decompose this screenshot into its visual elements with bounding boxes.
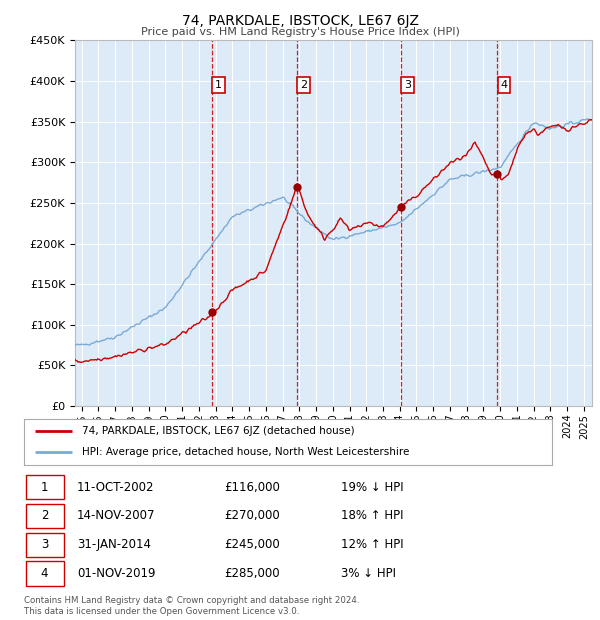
Text: £270,000: £270,000: [224, 510, 280, 523]
Text: 1: 1: [41, 480, 49, 494]
Text: 01-NOV-2019: 01-NOV-2019: [77, 567, 155, 580]
Text: 74, PARKDALE, IBSTOCK, LE67 6JZ: 74, PARKDALE, IBSTOCK, LE67 6JZ: [182, 14, 419, 29]
Text: 74, PARKDALE, IBSTOCK, LE67 6JZ (detached house): 74, PARKDALE, IBSTOCK, LE67 6JZ (detache…: [82, 426, 355, 436]
FancyBboxPatch shape: [26, 562, 64, 586]
Text: 3: 3: [41, 538, 48, 551]
FancyBboxPatch shape: [26, 475, 64, 500]
Text: 14-NOV-2007: 14-NOV-2007: [77, 510, 155, 523]
Text: 11-OCT-2002: 11-OCT-2002: [77, 480, 154, 494]
Text: 18% ↑ HPI: 18% ↑ HPI: [341, 510, 403, 523]
Text: Contains HM Land Registry data © Crown copyright and database right 2024.
This d: Contains HM Land Registry data © Crown c…: [24, 596, 359, 616]
Text: £245,000: £245,000: [224, 538, 280, 551]
Text: 4: 4: [500, 80, 508, 90]
Text: 3: 3: [404, 80, 411, 90]
Text: 19% ↓ HPI: 19% ↓ HPI: [341, 480, 403, 494]
Text: Price paid vs. HM Land Registry's House Price Index (HPI): Price paid vs. HM Land Registry's House …: [140, 27, 460, 37]
Text: 2: 2: [300, 80, 307, 90]
Text: 31-JAN-2014: 31-JAN-2014: [77, 538, 151, 551]
Text: 2: 2: [41, 510, 49, 523]
Text: HPI: Average price, detached house, North West Leicestershire: HPI: Average price, detached house, Nort…: [82, 448, 409, 458]
Text: 12% ↑ HPI: 12% ↑ HPI: [341, 538, 403, 551]
FancyBboxPatch shape: [26, 503, 64, 528]
Text: 4: 4: [41, 567, 49, 580]
Text: £285,000: £285,000: [224, 567, 280, 580]
Text: 3% ↓ HPI: 3% ↓ HPI: [341, 567, 396, 580]
FancyBboxPatch shape: [26, 533, 64, 557]
Text: £116,000: £116,000: [224, 480, 281, 494]
Text: 1: 1: [215, 80, 222, 90]
